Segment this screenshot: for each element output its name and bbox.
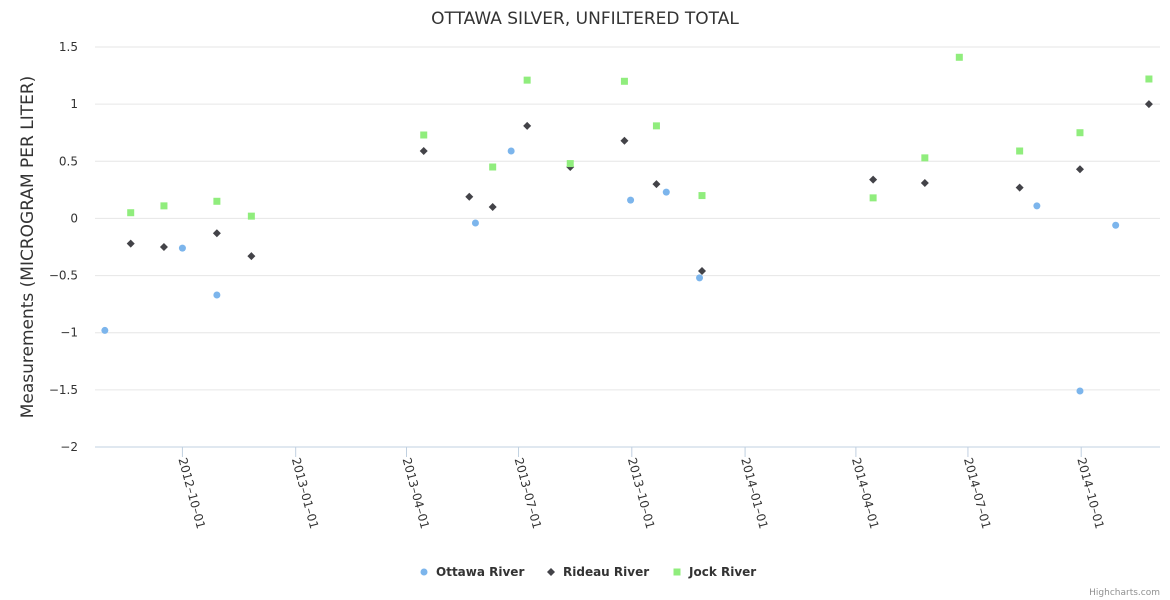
jock-river-point [698, 192, 706, 200]
y-axis-label: Measurements (MICROGRAM PER LITER) [18, 76, 38, 419]
rideau-river-point [1075, 165, 1084, 174]
jock-river-point [247, 212, 255, 220]
jock-river-point [955, 53, 963, 61]
rideau-river-point [159, 243, 168, 251]
jock-river-point [127, 209, 135, 217]
jock-river-point [489, 163, 497, 171]
y-tick-label: 1.5 [59, 40, 78, 54]
rideau-river-point [247, 252, 256, 261]
ottawa-river-point [213, 291, 221, 299]
credits-link[interactable]: Highcharts.com [1089, 588, 1160, 598]
y-tick-label: −1 [60, 326, 78, 340]
jock-river-point [566, 160, 574, 168]
jock-river-point [420, 131, 428, 139]
jock-river-point [921, 154, 929, 162]
rideau-river-legend-symbol [547, 568, 555, 576]
x-tick-label: 2014–04–01 [849, 456, 881, 530]
rideau-river-point [620, 136, 629, 145]
jock-river-point [523, 76, 531, 84]
ottawa-river-point [101, 326, 109, 334]
rideau-river-point [126, 239, 135, 248]
jock-river-point [1145, 75, 1153, 83]
jock-river-point [652, 122, 660, 130]
y-tick-label: 0 [70, 211, 78, 225]
chart-title: OTTAWA SILVER, UNFILTERED TOTAL [431, 9, 739, 29]
ottawa-river-legend-symbol [420, 568, 428, 576]
ottawa-river-point [1112, 221, 1120, 229]
jock-river-point [869, 194, 877, 202]
rideau-river-point [920, 179, 929, 187]
legend-label: Ottawa River [436, 565, 524, 579]
ottawa-river-point [662, 188, 670, 196]
rideau-river-point [1144, 100, 1153, 109]
x-tick-label: 2014–10–01 [1074, 456, 1106, 530]
x-tick-label: 2013–10–01 [625, 456, 657, 530]
jock-river-point [213, 197, 221, 205]
jock-river-point [160, 202, 168, 210]
jock-river-legend-symbol [673, 568, 681, 576]
jock-river-point [1076, 129, 1084, 137]
legend-item-rideau-river[interactable]: Rideau River [547, 565, 649, 579]
ottawa-river-point [507, 147, 515, 155]
x-tick-label: 2014–01–01 [738, 456, 770, 530]
rideau-river-point [869, 175, 878, 184]
rideau-river-point [697, 267, 706, 275]
legend-item-jock-river[interactable]: Jock River [673, 565, 757, 579]
ottawa-river-point [696, 274, 704, 282]
ottawa-river-point [178, 244, 186, 252]
legend-item-ottawa-river[interactable]: Ottawa River [420, 565, 525, 579]
rideau-river-point [465, 192, 474, 201]
y-tick-label: −1.5 [49, 383, 78, 397]
legend-label: Rideau River [563, 565, 649, 579]
x-tick-label: 2014–07–01 [961, 456, 993, 530]
y-tick-label: −0.5 [49, 269, 78, 283]
y-tick-label: 0.5 [59, 154, 78, 168]
jock-river-point [1016, 147, 1024, 155]
ottawa-river-point [1033, 202, 1041, 210]
rideau-river-point [652, 180, 661, 189]
rideau-river-point [419, 147, 428, 155]
legend-label: Jock River [688, 565, 756, 579]
x-tick-label: 2013–04–01 [400, 456, 432, 530]
ottawa-river-point [471, 219, 479, 227]
y-tick-label: 1 [70, 97, 78, 111]
x-tick-label: 2013–07–01 [512, 456, 544, 530]
rideau-river-point [523, 121, 532, 130]
rideau-river-point [212, 229, 221, 238]
x-tick-label: 2013–01–01 [289, 456, 321, 530]
ottawa-river-point [1076, 387, 1084, 395]
rideau-river-point [488, 203, 497, 211]
rideau-river-point [1015, 183, 1024, 192]
jock-river-point [620, 77, 628, 85]
y-tick-label: −2 [60, 440, 78, 454]
ottawa-river-point [627, 196, 635, 204]
x-tick-label: 2012–10–01 [176, 456, 208, 530]
